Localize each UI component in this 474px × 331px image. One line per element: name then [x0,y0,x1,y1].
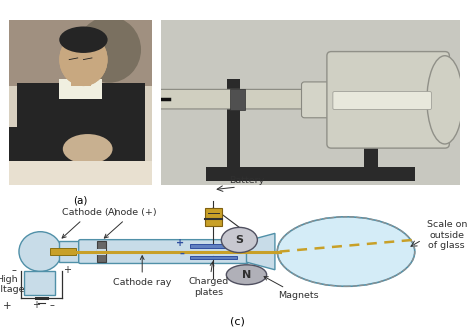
Text: Anode (+): Anode (+) [104,208,157,238]
Text: +: + [176,238,184,248]
Bar [190,256,237,259]
Bar [206,167,415,181]
Bar [17,83,145,185]
Text: (a): (a) [73,195,88,205]
Text: Cathode ray: Cathode ray [113,256,172,287]
Bar [97,249,106,255]
Circle shape [221,227,257,253]
FancyBboxPatch shape [301,82,343,118]
Bar [50,248,76,255]
Bar [9,161,152,185]
Polygon shape [246,233,275,270]
Bar [190,244,237,248]
Text: Battery: Battery [229,176,264,185]
Bar [230,89,245,110]
Text: Cathode (–): Cathode (–) [62,208,118,238]
Text: –: – [50,300,55,310]
Bar [59,241,83,262]
Ellipse shape [227,265,266,285]
Text: –: – [179,249,184,259]
Bar [9,127,81,185]
Ellipse shape [427,56,463,144]
Bar [71,73,91,86]
FancyBboxPatch shape [333,92,431,110]
Text: N: N [242,270,251,280]
Polygon shape [24,271,55,295]
Ellipse shape [59,33,108,86]
Ellipse shape [59,26,108,53]
Text: High
voltage: High voltage [0,275,25,294]
Text: S: S [236,235,243,245]
Bar [227,79,240,167]
Ellipse shape [63,134,113,164]
Text: Scale on
outside
of glass: Scale on outside of glass [427,220,467,250]
Bar [227,92,378,100]
Text: +: + [32,300,40,310]
Bar [97,241,106,262]
FancyBboxPatch shape [327,52,449,148]
Bar [9,20,152,86]
Ellipse shape [19,232,62,271]
Text: –: – [12,265,17,275]
Text: (c): (c) [229,316,245,326]
Text: Charged
plates: Charged plates [189,262,228,297]
Ellipse shape [77,17,141,83]
Text: +: + [64,265,71,275]
FancyBboxPatch shape [79,240,248,263]
FancyBboxPatch shape [159,89,319,109]
Bar [364,96,378,167]
Text: +: + [3,301,11,311]
Bar [59,79,102,99]
Text: Magnets: Magnets [264,277,319,300]
Ellipse shape [277,217,415,286]
Bar [205,208,222,226]
